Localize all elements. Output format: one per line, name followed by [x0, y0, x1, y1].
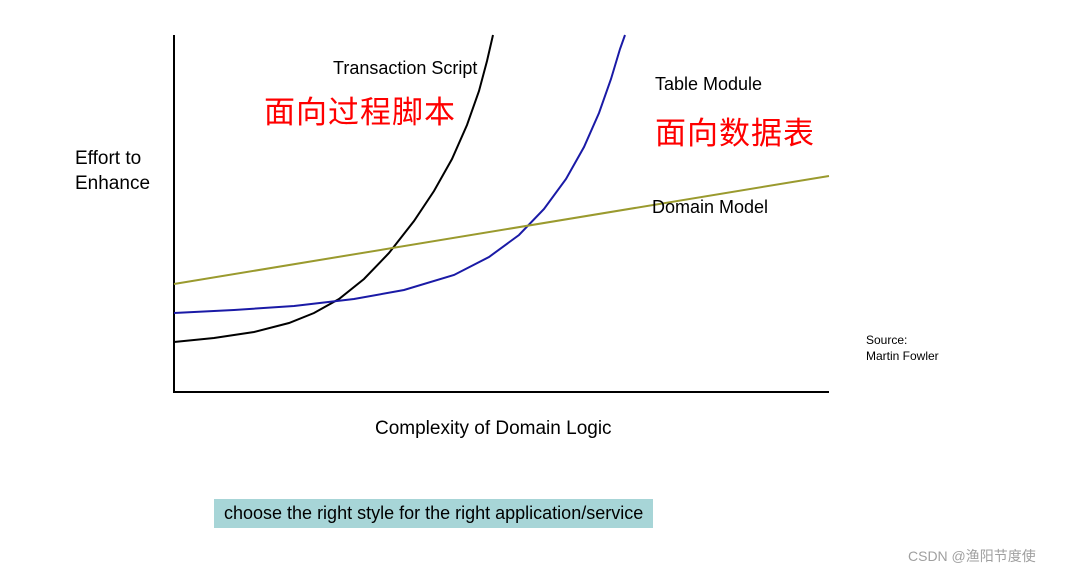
series-transaction-script [174, 35, 493, 342]
series-label-transaction-script: Transaction Script [333, 58, 477, 79]
caption: choose the right style for the right app… [214, 499, 653, 528]
y-axis-label-line2: Enhance [75, 173, 150, 194]
y-axis-label-line1: Effort to [75, 148, 141, 169]
series-label-table-module: Table Module [655, 74, 762, 95]
watermark: CSDN @渔阳节度使 [908, 546, 1036, 566]
series-label-domain-model: Domain Model [652, 197, 768, 218]
series-annotation-transaction-script: 面向过程脚本 [264, 87, 456, 132]
source-line2: Martin Fowler [866, 349, 939, 363]
x-axis-label: Complexity of Domain Logic [375, 418, 612, 440]
series-annotation-table-module: 面向数据表 [655, 108, 815, 153]
source-line1: Source: [866, 333, 907, 347]
y-axis-label: Effort to Enhance [75, 147, 150, 196]
series-domain-model [174, 176, 829, 284]
source-attribution: Source: Martin Fowler [866, 333, 939, 364]
